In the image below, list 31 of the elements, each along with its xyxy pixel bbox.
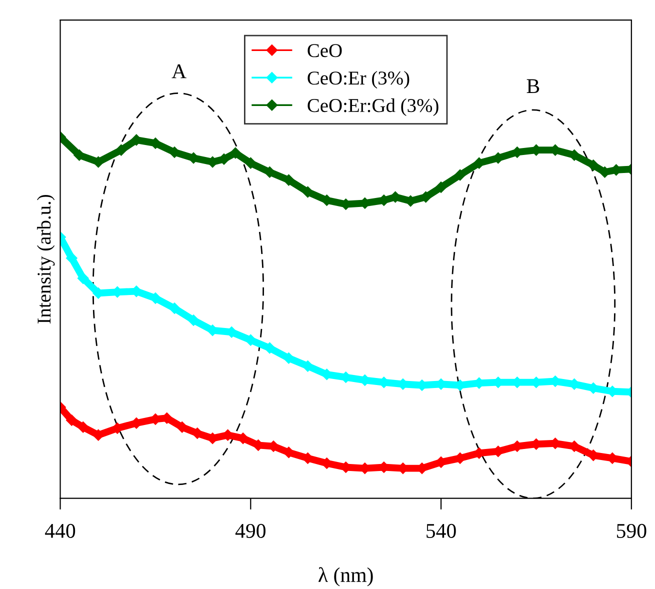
point	[66, 252, 78, 264]
point	[283, 352, 294, 364]
point	[92, 429, 104, 441]
point	[168, 302, 180, 314]
point	[78, 272, 89, 284]
point	[66, 414, 78, 426]
x-tick-label: 490	[235, 524, 266, 538]
y-axis-title: Intensity (arb.u.)	[37, 194, 55, 324]
legend-label: CeO:Er:Gd (3%)	[308, 98, 438, 116]
x-tick-label: 590	[617, 524, 646, 538]
point	[245, 157, 256, 169]
legend-label: CeO:Er (3%)	[308, 70, 410, 89]
point	[188, 314, 200, 326]
point	[302, 360, 314, 372]
text: A	[172, 64, 186, 78]
x-tick-label: 440	[45, 524, 76, 538]
text: B	[526, 79, 540, 94]
point	[302, 186, 314, 198]
point	[78, 422, 89, 433]
x-axis-title: λ (nm)	[318, 567, 373, 586]
point	[588, 160, 599, 171]
x-tick-label: 540	[426, 524, 456, 538]
point	[283, 174, 294, 186]
point	[230, 147, 242, 159]
point	[264, 166, 276, 178]
point	[435, 182, 447, 193]
point	[454, 169, 466, 181]
point	[264, 342, 276, 354]
point	[245, 334, 256, 346]
legend-label: CeO	[308, 44, 342, 58]
point	[116, 144, 127, 156]
